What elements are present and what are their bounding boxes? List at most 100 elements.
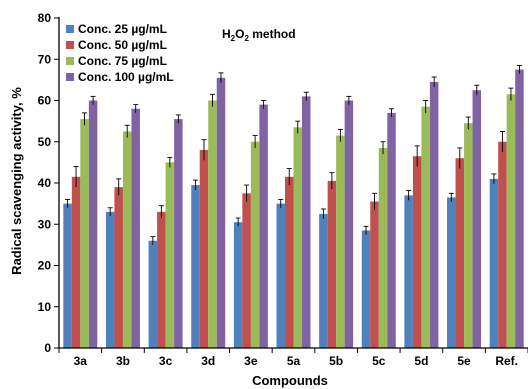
bar-5e-series-3: [464, 123, 473, 348]
annotation-prefix: H: [222, 27, 231, 41]
legend-label-4: Conc. 100 µg/mL: [78, 70, 174, 84]
x-tick-label-5e: 5e: [457, 354, 471, 368]
error-bar-5e-series-3: [465, 116, 471, 130]
error-bar-5e-series-2: [457, 147, 463, 169]
x-tick-label-5b: 5b: [329, 354, 343, 368]
bar-3c-series-1: [148, 240, 158, 348]
error-bar-5c-series-3: [380, 141, 386, 155]
y-tick-label-10: 10: [38, 300, 52, 314]
x-tick-label-Ref: Ref.: [495, 354, 518, 368]
bar-3d-series-2: [199, 150, 209, 348]
x-tick-label-3d: 3d: [201, 354, 215, 368]
error-bar-3b-series-1: [107, 207, 113, 216]
y-tick-label-60: 60: [38, 94, 52, 108]
y-tick-label-50: 50: [38, 135, 52, 149]
error-bar-3d-series-3: [209, 93, 215, 107]
bar-3e-series-3: [250, 141, 260, 348]
legend-swatch-3: [66, 57, 74, 65]
bar-3e-series-1: [233, 222, 243, 348]
bar-5e-series-1: [447, 197, 456, 348]
bar-Ref-series-2: [498, 141, 507, 348]
bar-3b-series-3: [122, 131, 132, 348]
bar-3a-series-2: [71, 176, 81, 348]
bar-5d-series-2: [412, 156, 422, 348]
error-bar-3a-series-1: [65, 199, 71, 208]
error-bar-5d-series-1: [406, 189, 412, 201]
error-bar-3d-series-4: [218, 72, 224, 83]
error-bar-Ref-series-4: [516, 64, 522, 74]
error-bar-Ref-series-3: [508, 87, 514, 101]
error-bar-3b-series-3: [124, 124, 130, 138]
error-bar-3e-series-1: [235, 217, 241, 227]
bar-5a-series-2: [285, 176, 294, 348]
bar-5c-series-4: [387, 112, 396, 349]
bar-3d-series-3: [208, 100, 217, 348]
x-tick-label-3b: 3b: [116, 354, 130, 368]
bar-Ref-series-3: [506, 94, 516, 348]
bar-3c-series-2: [157, 211, 166, 349]
x-tick-label-3a: 3a: [74, 354, 88, 368]
bar-3d-series-1: [191, 185, 200, 348]
bar-5d-series-3: [421, 106, 430, 348]
y-tick-label-80: 80: [38, 11, 52, 25]
x-tick-label-5d: 5d: [414, 354, 428, 368]
bar-3a-series-4: [88, 100, 98, 348]
legend: Conc. 25 µg/mL Conc. 50 µg/mL Conc. 75 µg/…: [66, 22, 174, 84]
error-bar-3e-series-2: [244, 184, 250, 202]
error-bar-5a-series-1: [278, 199, 284, 208]
bar-5c-series-1: [361, 230, 371, 348]
axes-layer: 0 10 20 30 40 50 60 70 80 3a 3b 3c 3d 3e 5a 5b 5c 5d 5e Ref…: [38, 11, 528, 368]
error-bar-3d-series-2: [201, 139, 207, 161]
error-bar-5e-series-1: [448, 192, 454, 202]
bar-5c-series-3: [378, 147, 388, 348]
bar-5c-series-2: [370, 201, 379, 348]
legend-swatch-4: [66, 73, 74, 81]
error-bar-5e-series-4: [474, 84, 480, 96]
bar-5b-series-2: [327, 180, 337, 348]
bar-3c-series-3: [165, 162, 175, 349]
error-bar-3d-series-1: [192, 179, 198, 191]
y-axis-title: Radical scavenging activity, %: [9, 87, 24, 275]
legend-swatch-1: [66, 25, 74, 33]
bar-5d-series-1: [404, 195, 413, 349]
bar-5e-series-2: [455, 158, 465, 348]
error-bar-3a-series-2: [73, 166, 79, 188]
bar-5d-series-4: [429, 81, 439, 348]
y-tick-label-40: 40: [38, 176, 52, 190]
error-bar-5b-series-2: [329, 172, 335, 190]
error-bar-5c-series-2: [372, 192, 378, 210]
error-bar-3b-series-4: [133, 104, 139, 113]
error-bar-5b-series-4: [346, 95, 352, 105]
x-tick-label-5a: 5a: [287, 354, 301, 368]
error-bar-3e-series-4: [261, 100, 267, 109]
error-bar-5b-series-1: [320, 208, 326, 219]
error-bar-3b-series-2: [116, 178, 122, 196]
error-bar-3c-series-2: [158, 205, 164, 219]
error-bar-5a-series-4: [303, 91, 309, 101]
x-tick-label-3c: 3c: [159, 354, 173, 368]
error-bar-Ref-series-1: [491, 173, 497, 184]
legend-label-1: Conc. 25 µg/mL: [78, 22, 167, 36]
error-bar-5d-series-4: [431, 76, 437, 87]
x-axis-title: Compounds: [252, 373, 328, 388]
legend-label-3: Conc. 75 µg/mL: [78, 54, 167, 68]
error-bar-5c-series-1: [363, 225, 369, 235]
error-bar-5a-series-2: [286, 168, 292, 186]
bar-3b-series-2: [114, 187, 123, 349]
bar-5b-series-1: [319, 213, 328, 348]
legend-label-2: Conc. 50 µg/mL: [78, 38, 167, 52]
bar-3c-series-4: [174, 119, 183, 348]
bar-5e-series-4: [472, 90, 482, 348]
error-bar-3c-series-3: [167, 156, 173, 168]
error-bar-5d-series-3: [423, 100, 429, 113]
bar-Ref-series-4: [515, 69, 524, 348]
method-annotation: H2O2 method: [222, 27, 296, 43]
x-tick-label-3e: 3e: [244, 354, 258, 368]
bar-3e-series-4: [259, 104, 268, 349]
x-tick-label-5c: 5c: [372, 354, 386, 368]
bar-5b-series-3: [336, 135, 345, 348]
error-bar-3c-series-4: [175, 114, 181, 124]
bar-3b-series-4: [131, 108, 140, 348]
bar-3a-series-1: [63, 203, 72, 349]
